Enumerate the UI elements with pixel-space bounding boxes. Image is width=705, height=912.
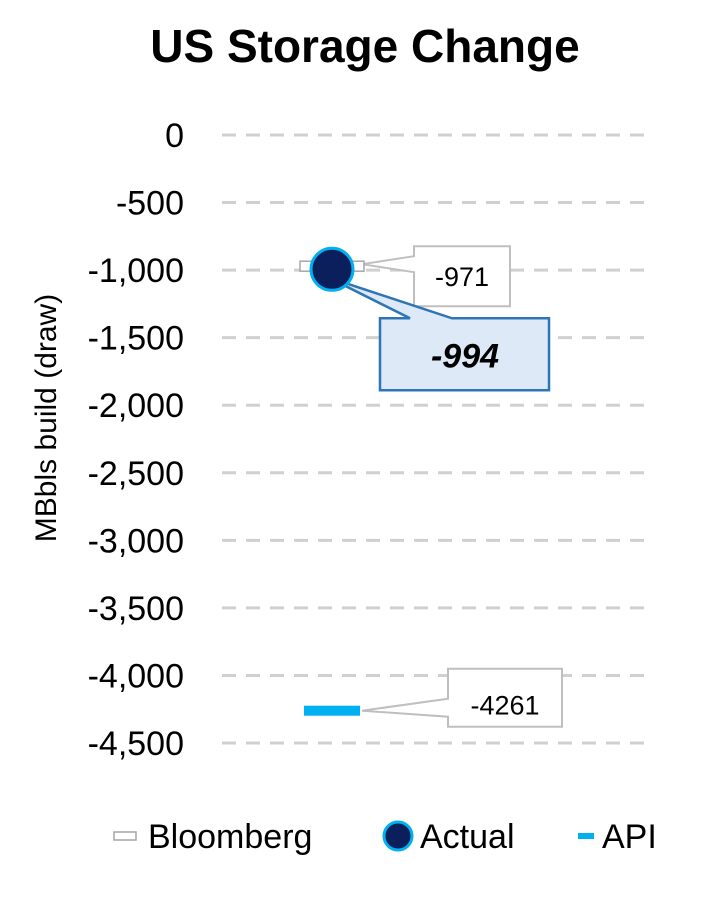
y-tick-label: -1,500 <box>88 320 184 358</box>
y-tick-label: 0 <box>165 117 184 155</box>
chart-title: US Storage Change <box>150 20 579 72</box>
y-tick-label: -1,000 <box>88 252 184 290</box>
y-tick-label: -3,500 <box>88 590 184 628</box>
api-callout-box <box>361 667 563 728</box>
legend: Bloomberg Actual API <box>113 818 657 856</box>
gridlines <box>222 133 652 745</box>
series-marks: -4261 -971 -994 <box>299 245 563 728</box>
y-tick-label: -2,500 <box>88 455 184 493</box>
legend-bloomberg-swatch <box>113 831 137 841</box>
y-tick-label: -4,000 <box>88 657 184 695</box>
api-data-label: -4261 <box>470 691 539 721</box>
legend-actual-swatch <box>382 820 414 852</box>
legend-api-label: API <box>602 818 657 856</box>
y-axis: 0 -500 -1,000 -1,500 -2,000 -2,500 -3,000 -3,50… <box>88 117 184 763</box>
actual-marker <box>309 246 355 292</box>
bloomberg-data-label: -971 <box>435 262 489 292</box>
y-axis-label: MBbls build (draw) <box>30 294 63 542</box>
bloomberg-callout-box <box>361 245 511 308</box>
legend-actual-label: Actual <box>420 818 515 856</box>
y-tick-label: -4,500 <box>88 725 184 763</box>
api-marker <box>304 705 360 716</box>
y-tick-label: -3,000 <box>88 522 184 560</box>
actual-data-label: -994 <box>431 337 499 375</box>
legend-bloomberg-label: Bloomberg <box>148 818 312 856</box>
y-tick-label: -500 <box>116 185 184 223</box>
y-tick-label: -2,000 <box>88 387 184 425</box>
legend-api-swatch <box>578 833 594 839</box>
actual-callout-box <box>327 276 551 392</box>
